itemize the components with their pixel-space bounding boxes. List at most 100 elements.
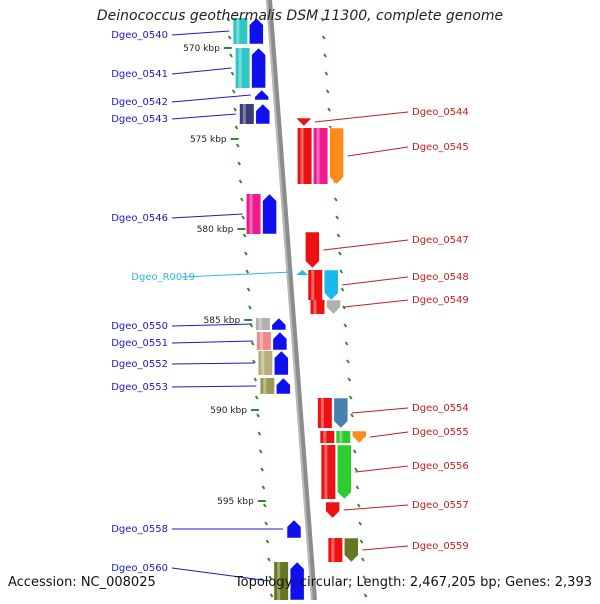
- track-tick-left: [242, 233, 247, 238]
- track-tick-left: [229, 53, 233, 58]
- map-title: Deinococcus geothermalis DSM 11300, comp…: [96, 8, 504, 24]
- gene-label-Dgeo_0555: Dgeo_0555: [412, 427, 469, 438]
- gene-label-Dgeo_0559: Dgeo_0559: [412, 541, 469, 552]
- gene-Dgeo_0555-shine: [323, 431, 327, 443]
- track-tick-right: [325, 89, 330, 94]
- gene-Dgeo_0547-arrow: [305, 231, 320, 269]
- gene-Dgeo_0545-shine: [300, 128, 304, 184]
- gene-Dgeo_0559-bar: [328, 538, 343, 562]
- leader-line: [181, 271, 293, 278]
- gene-Dgeo_0548-shine: [311, 270, 315, 300]
- gene-Dgeo_0541-arrow: [251, 47, 266, 89]
- gene-Dgeo_0554-arrow: [333, 397, 349, 429]
- track-tick-right: [355, 485, 360, 490]
- gene-Dgeo_0549-arrow: [326, 299, 341, 315]
- leader-line: [171, 340, 253, 344]
- leader-line: [171, 30, 230, 36]
- gene-Dgeo_0553-shine: [263, 378, 267, 394]
- gene-Dgeo_0555-bar: [336, 431, 351, 443]
- track-tick-left: [231, 89, 236, 94]
- gene-Dgeo_0560-arrow: [289, 561, 305, 601]
- gene-Dgeo_0545-shine: [316, 128, 320, 184]
- gene-Dgeo_0557-arrow: [325, 501, 340, 519]
- gene-Dgeo_0548-bar: [308, 270, 323, 300]
- scale-label: 590 kbp: [210, 406, 247, 416]
- scale-label: 585 kbp: [204, 316, 241, 326]
- gene-Dgeo_0550-arrow: [271, 317, 287, 331]
- gene-Dgeo_0552-bar: [258, 351, 273, 375]
- track-tick-right: [356, 503, 361, 508]
- gene-Dgeo_0556-bar: [321, 445, 336, 499]
- track-tick-right: [324, 71, 329, 76]
- gene-label-Dgeo_0547: Dgeo_0547: [412, 235, 469, 246]
- gene-Dgeo_0540-bar: [233, 18, 248, 44]
- leader-line: [171, 362, 255, 365]
- track-tick-left: [253, 377, 258, 382]
- track-tick-right: [340, 287, 345, 292]
- leader-line: [171, 94, 251, 103]
- leader-line: [171, 567, 271, 582]
- gene-label-Dgeo_0549: Dgeo_0549: [412, 295, 469, 306]
- track-tick-left: [227, 35, 232, 40]
- gene-Dgeo_0541-shine: [238, 48, 242, 88]
- leader-line: [171, 67, 232, 75]
- gene-Dgeo_0555-arrow: [352, 430, 367, 444]
- gene-Dgeo_0551-arrow: [272, 331, 288, 351]
- scale-label: 595 kbp: [217, 497, 254, 507]
- gene-Dgeo_0546-bar: [246, 194, 261, 234]
- track-tick-right: [350, 413, 354, 418]
- gene-Dgeo_0554-bar: [317, 398, 332, 428]
- gene-label-Dgeo_0543: Dgeo_0543: [111, 114, 168, 125]
- track-tick-right: [339, 269, 344, 274]
- track-tick-right: [323, 53, 327, 58]
- track-tick-left: [256, 413, 260, 418]
- gene-Dgeo_0551-bar: [256, 332, 271, 350]
- track-tick-left: [226, 17, 231, 22]
- gene-Dgeo_0545-arrow: [329, 127, 344, 185]
- gene-Dgeo_0552-shine: [261, 351, 265, 375]
- leader-line: [171, 113, 236, 120]
- gene-Dgeo_0549-shine: [313, 300, 317, 314]
- track-tick-left: [265, 539, 270, 544]
- gene-Dgeo_0543-shine: [242, 104, 246, 124]
- track-tick-right: [347, 377, 352, 382]
- leader-line: [314, 111, 409, 123]
- track-tick-left: [233, 107, 237, 112]
- gene-Dgeo_0552-arrow: [274, 350, 289, 376]
- scale-label: 575 kbp: [190, 135, 227, 145]
- track-tick-left: [252, 359, 256, 364]
- gene-label-Dgeo_0560: Dgeo_0560: [111, 563, 168, 574]
- track-tick-right: [348, 395, 353, 400]
- track-tick-left: [268, 575, 273, 580]
- track-tick-left: [257, 431, 262, 436]
- track-tick-left: [267, 557, 271, 562]
- gene-label-Dgeo_R0019: Dgeo_R0019: [131, 272, 195, 283]
- track-tick-right: [343, 323, 348, 328]
- track-tick-right: [342, 305, 346, 310]
- track-tick-left: [260, 467, 264, 472]
- gene-label-Dgeo_0556: Dgeo_0556: [412, 461, 469, 472]
- gene-label-Dgeo_0540: Dgeo_0540: [111, 30, 168, 41]
- leader-line: [323, 239, 409, 251]
- gene-Dgeo_0543-bar: [239, 104, 254, 124]
- leader-line: [342, 276, 409, 286]
- gene-Dgeo_0549-bar: [310, 300, 325, 314]
- gene-Dgeo_0545-bar: [297, 128, 312, 184]
- leader-line: [370, 431, 409, 438]
- gene-label-Dgeo_0551: Dgeo_0551: [111, 338, 168, 349]
- leader-line: [344, 299, 409, 308]
- track-tick-left: [254, 395, 259, 400]
- gene-Dgeo_0545-bar: [313, 128, 328, 184]
- track-tick-left: [246, 287, 251, 292]
- gene-Dgeo_0546-arrow: [262, 193, 277, 235]
- gene-Dgeo_0548-arrow: [324, 269, 339, 301]
- topology-text: Topology: circular; Length: 2,467,205 bp…: [234, 575, 592, 590]
- track-tick-left: [244, 251, 248, 256]
- leader-line: [351, 407, 409, 414]
- track-tick-left: [241, 215, 246, 220]
- leader-line: [343, 504, 409, 511]
- track-tick-left: [269, 593, 274, 598]
- track-tick-left: [235, 143, 240, 148]
- gene-label-Dgeo_0553: Dgeo_0553: [111, 382, 168, 393]
